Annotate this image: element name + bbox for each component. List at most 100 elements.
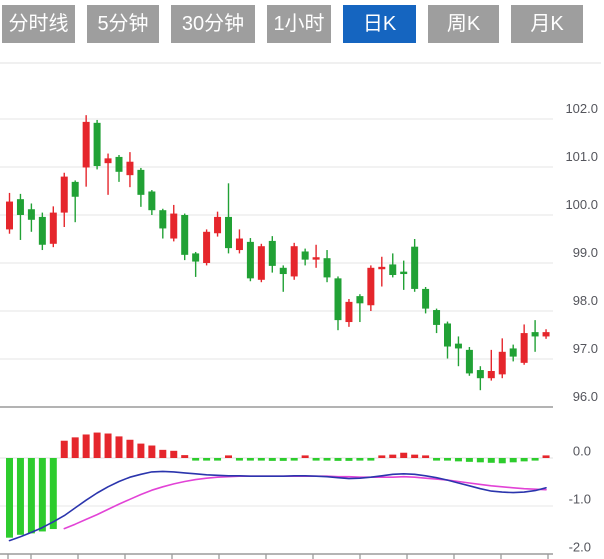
macd-histogram-bar (531, 458, 539, 461)
macd-histogram-bar (126, 439, 134, 458)
macd-histogram-bar (498, 458, 506, 464)
candle-body-up (126, 161, 134, 176)
macd-histogram-bar (235, 458, 243, 461)
candle-body-up (378, 266, 386, 270)
candle-body-down (400, 271, 408, 275)
macd-histogram-bar (137, 443, 145, 458)
price-tick-label: 99.0 (573, 245, 598, 260)
macd-histogram-bar (487, 458, 495, 463)
candle-body-down (334, 278, 342, 321)
candle-body-up (520, 333, 528, 363)
macd-histogram-bar (148, 445, 156, 458)
candle-body-down (268, 240, 276, 266)
macd-histogram-bar (520, 458, 528, 462)
macd-histogram-bar (115, 436, 123, 458)
macd-tick-label: -2.0 (569, 540, 591, 555)
macd-histogram-bar (82, 434, 90, 458)
macd-histogram-bar (509, 458, 517, 463)
candle-body-down (454, 343, 462, 349)
candle-body-down (476, 370, 484, 379)
macd-histogram-bar (279, 458, 287, 461)
macd-histogram-bar (400, 452, 408, 458)
period-tabbar: 分时线 5分钟 30分钟 1小时 日K 周K 月K (2, 5, 583, 43)
macd-histogram-bar (246, 458, 254, 461)
macd-histogram-bar (476, 458, 484, 463)
macd-histogram-bar (345, 458, 353, 461)
candle-body-down (509, 348, 517, 357)
tab-timeline[interactable]: 分时线 (2, 5, 75, 43)
macd-histogram-bar (312, 458, 320, 461)
candle-body-down (137, 169, 145, 195)
price-tick-label: 100.0 (565, 197, 598, 212)
candle-body-down (389, 264, 397, 275)
candle-body-down (531, 332, 539, 337)
macd-histogram-bar (389, 454, 397, 458)
dea-line (63, 475, 547, 530)
candle-body-down (422, 288, 430, 309)
candle-body-down (444, 323, 451, 347)
candle-body-down (159, 210, 167, 229)
macd-histogram-bar (465, 458, 473, 462)
macd-tick-label: 0.0 (573, 444, 591, 459)
macd-histogram-bar (93, 432, 101, 458)
macd-histogram-bar (181, 455, 189, 458)
candle-body-up (290, 246, 298, 277)
tab-daily-k[interactable]: 日K (343, 5, 416, 43)
candle-body-down (323, 258, 331, 278)
candle-body-down (27, 209, 35, 220)
candle-body-down (465, 349, 473, 374)
candle-body-up (367, 267, 375, 306)
candle-body-up (82, 121, 90, 168)
macd-histogram-bar (60, 440, 68, 458)
candle-body-down (301, 251, 309, 260)
macd-histogram-bar (104, 433, 112, 458)
tab-5min[interactable]: 5分钟 (87, 5, 159, 43)
macd-histogram-bar (356, 458, 364, 461)
macd-histogram-bar (542, 455, 550, 458)
macd-histogram-bar (257, 458, 265, 461)
macd-histogram-bar (38, 458, 46, 532)
candle-body-down (181, 215, 189, 255)
macd-histogram-bar (71, 437, 79, 458)
candle-body-up (104, 158, 112, 164)
candle-body-up (214, 216, 222, 234)
macd-histogram-bar (422, 455, 430, 458)
macd-histogram-bar (170, 450, 178, 458)
candle-body-down (279, 267, 287, 275)
macd-histogram-bar (6, 458, 13, 538)
tab-weekly-k[interactable]: 周K (428, 5, 499, 43)
candle-body-down (148, 191, 156, 211)
candle-body-down (192, 253, 200, 262)
macd-histogram-bar (433, 458, 441, 461)
tab-1hour[interactable]: 1小时 (267, 5, 331, 43)
macd-histogram-bar (444, 458, 451, 461)
candle-body-up (49, 212, 57, 244)
candle-body-up (235, 238, 243, 251)
macd-histogram-bar (159, 449, 167, 458)
macd-histogram-bar (454, 458, 462, 462)
candle-body-up (170, 213, 178, 239)
price-tick-label: 96.0 (573, 389, 598, 404)
macd-tick-label: -1.0 (569, 492, 591, 507)
price-tick-label: 102.0 (565, 101, 598, 116)
candle-body-down (433, 310, 441, 325)
candle-body-down (115, 156, 123, 172)
candle-body-up (60, 176, 68, 213)
candle-body-up (498, 351, 506, 375)
macd-histogram-bar (290, 458, 298, 461)
price-tick-label: 98.0 (573, 293, 598, 308)
macd-histogram-bar (203, 458, 211, 461)
candle-body-up (487, 371, 495, 379)
macd-histogram-bar (214, 458, 222, 461)
candle-body-down (411, 246, 419, 289)
tab-monthly-k[interactable]: 月K (511, 5, 583, 43)
candle-body-up (345, 301, 353, 323)
tab-30min[interactable]: 30分钟 (171, 5, 255, 43)
candle-body-up (203, 231, 211, 263)
macd-histogram-bar (16, 458, 24, 535)
candle-body-up (6, 201, 13, 230)
candle-body-up (542, 332, 550, 337)
candle-body-down (356, 296, 364, 304)
macd-histogram-bar (411, 454, 419, 458)
